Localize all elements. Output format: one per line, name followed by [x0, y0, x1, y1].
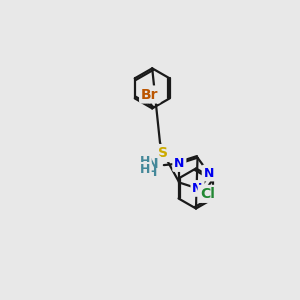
Text: H: H — [140, 163, 150, 176]
Text: N: N — [147, 157, 159, 171]
Text: H: H — [140, 155, 150, 168]
Text: S: S — [158, 146, 168, 160]
Text: H: H — [142, 157, 152, 170]
Text: N: N — [192, 182, 203, 195]
Text: Cl: Cl — [200, 187, 215, 201]
Text: N: N — [149, 159, 160, 172]
Text: N: N — [204, 167, 214, 180]
Text: Br: Br — [141, 88, 159, 101]
Text: N: N — [174, 157, 184, 170]
Text: H: H — [147, 166, 158, 178]
